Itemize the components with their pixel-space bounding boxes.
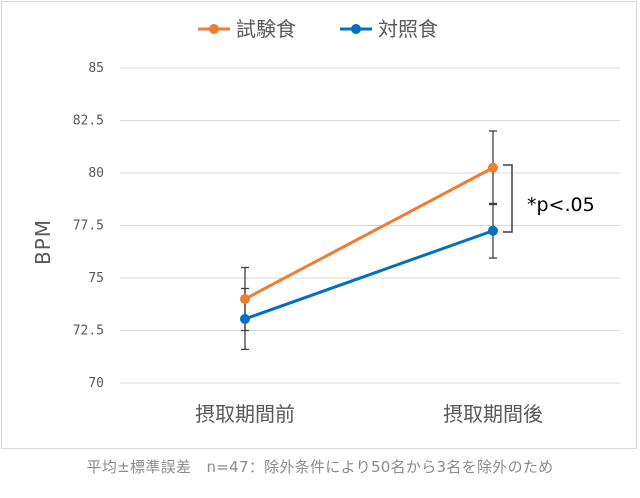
y-axis-label: BPM: [31, 219, 55, 265]
y-tick-label: 85: [88, 61, 104, 76]
y-tick-label: 80: [88, 166, 104, 181]
legend-swatch-marker: [351, 24, 361, 34]
y-tick-label: 77.5: [73, 219, 104, 234]
error-bars: [241, 130, 497, 351]
legend-swatch-marker: [209, 24, 219, 34]
data-point: [488, 225, 498, 236]
data-point: [240, 313, 250, 324]
legend-item: 試験食: [198, 17, 296, 41]
y-tick-label: 72.5: [73, 324, 104, 339]
y-axis-tick-labels: 70 72.5 75 77.5 80 82.5 85: [73, 61, 104, 391]
legend-item: 対照食: [340, 17, 438, 41]
x-tick-label: 摂取期間前: [195, 402, 295, 426]
data-point: [240, 294, 250, 304]
significance-bracket: [503, 164, 513, 233]
legend-label: 試験食: [236, 17, 296, 41]
legend-label: 対照食: [378, 17, 438, 41]
series-lines: [240, 162, 498, 324]
y-tick-label: 82.5: [73, 114, 104, 129]
data-point: [488, 162, 498, 173]
significance-label: *p<.05: [527, 194, 595, 216]
x-axis-tick-labels: 摂取期間前 摂取期間後: [195, 402, 543, 426]
legend: 試験食 対照食: [198, 17, 438, 41]
series-line: [244, 166, 494, 301]
footnote: 平均±標準誤差 n=47：除外条件により50名から3名を除外のため: [86, 458, 554, 476]
x-tick-label: 摂取期間後: [443, 402, 543, 426]
series-line: [244, 229, 494, 321]
line-chart: 70 72.5 75 77.5 80 82.5 85 摂取期間前 摂取期間後 BPM 試験食 対…: [31, 17, 620, 426]
y-tick-label: 75: [88, 271, 104, 286]
significance-annotation: *p<.05: [503, 164, 595, 233]
y-tick-label: 70: [88, 376, 104, 391]
gridlines: [120, 67, 620, 384]
